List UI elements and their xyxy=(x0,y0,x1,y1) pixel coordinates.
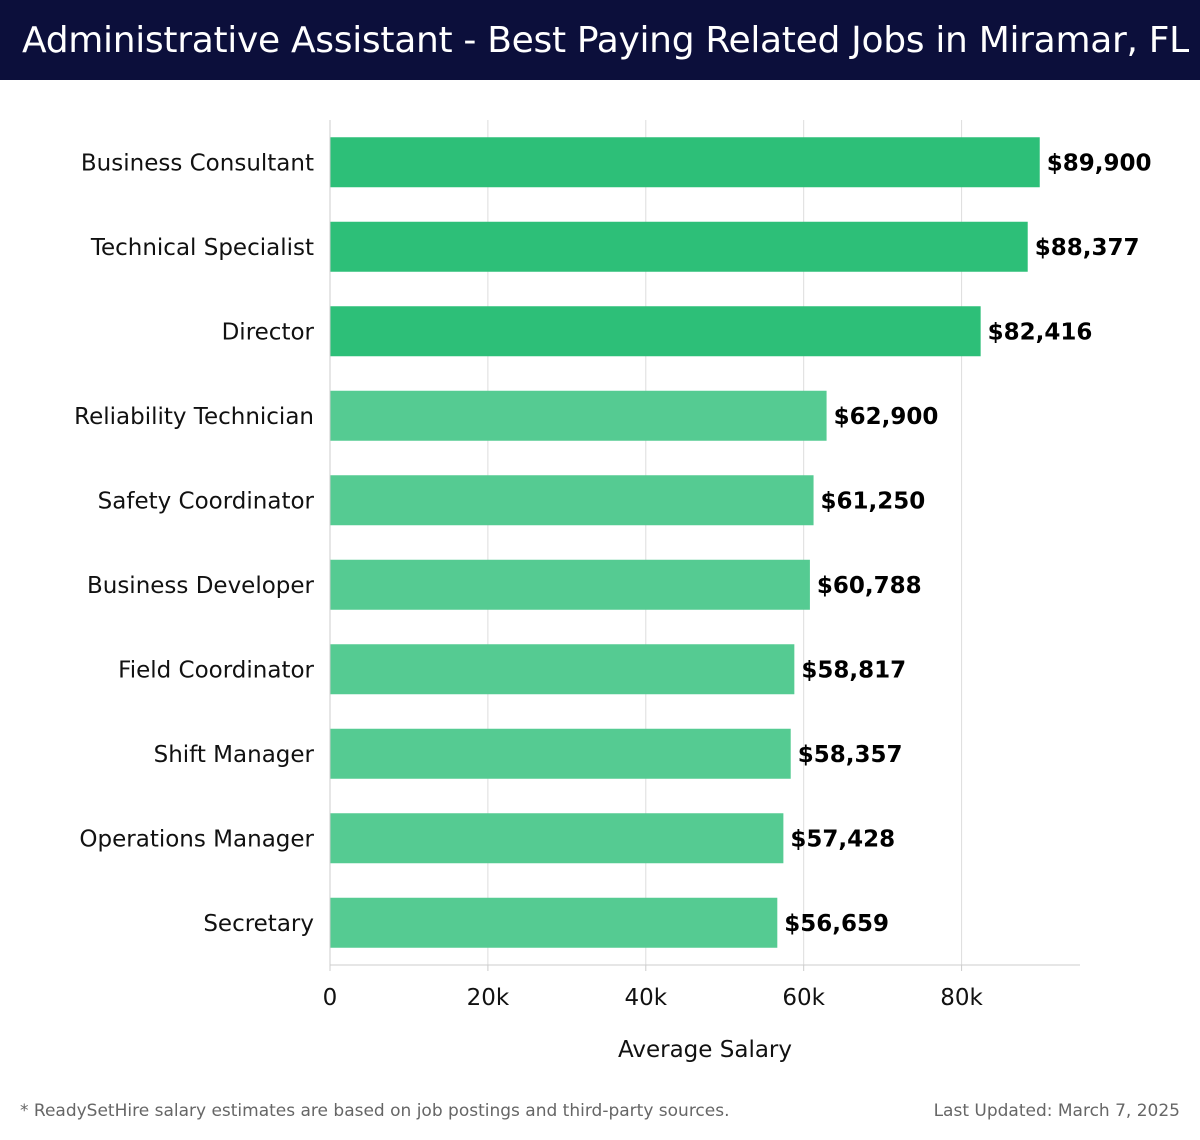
chart-header: Administrative Assistant - Best Paying R… xyxy=(0,0,1200,80)
value-label: $61,250 xyxy=(821,488,926,514)
x-tick-label: 80k xyxy=(940,985,983,1011)
bar xyxy=(330,728,791,779)
x-tick-label: 60k xyxy=(782,985,825,1011)
category-label: Technical Specialist xyxy=(90,235,314,261)
category-label: Safety Coordinator xyxy=(98,488,315,514)
bar xyxy=(330,137,1040,188)
value-label: $57,428 xyxy=(790,826,895,852)
category-label: Reliability Technician xyxy=(74,404,314,430)
category-label: Business Developer xyxy=(87,573,315,599)
x-tick-label: 0 xyxy=(323,985,338,1011)
category-label: Operations Manager xyxy=(79,826,314,852)
value-label: $82,416 xyxy=(988,319,1093,345)
value-label: $89,900 xyxy=(1047,150,1152,176)
bar xyxy=(330,306,981,357)
x-axis-title: Average Salary xyxy=(618,1037,792,1063)
bar xyxy=(330,644,795,695)
value-label: $58,817 xyxy=(801,657,906,683)
bar xyxy=(330,813,784,864)
chart-title: Administrative Assistant - Best Paying R… xyxy=(22,20,1189,61)
value-label: $56,659 xyxy=(784,911,889,937)
x-tick-label: 40k xyxy=(624,985,667,1011)
bar xyxy=(330,559,810,610)
bar-chart: Business Consultant $89,900 Technical Spec… xyxy=(74,120,1152,1063)
bar xyxy=(330,221,1028,272)
bar xyxy=(330,475,814,526)
category-label: Secretary xyxy=(203,911,314,937)
x-tick-label: 20k xyxy=(467,985,510,1011)
bar xyxy=(330,390,827,441)
last-updated: Last Updated: March 7, 2025 xyxy=(933,1101,1180,1121)
category-label: Shift Manager xyxy=(154,742,315,768)
category-label: Field Coordinator xyxy=(118,657,314,683)
footer-note: * ReadySetHire salary estimates are base… xyxy=(20,1101,730,1121)
category-label: Director xyxy=(222,319,315,345)
category-label: Business Consultant xyxy=(81,150,314,176)
value-label: $88,377 xyxy=(1035,235,1140,261)
value-label: $62,900 xyxy=(834,404,939,430)
bar xyxy=(330,897,778,948)
value-label: $60,788 xyxy=(817,573,922,599)
value-label: $58,357 xyxy=(798,742,903,768)
